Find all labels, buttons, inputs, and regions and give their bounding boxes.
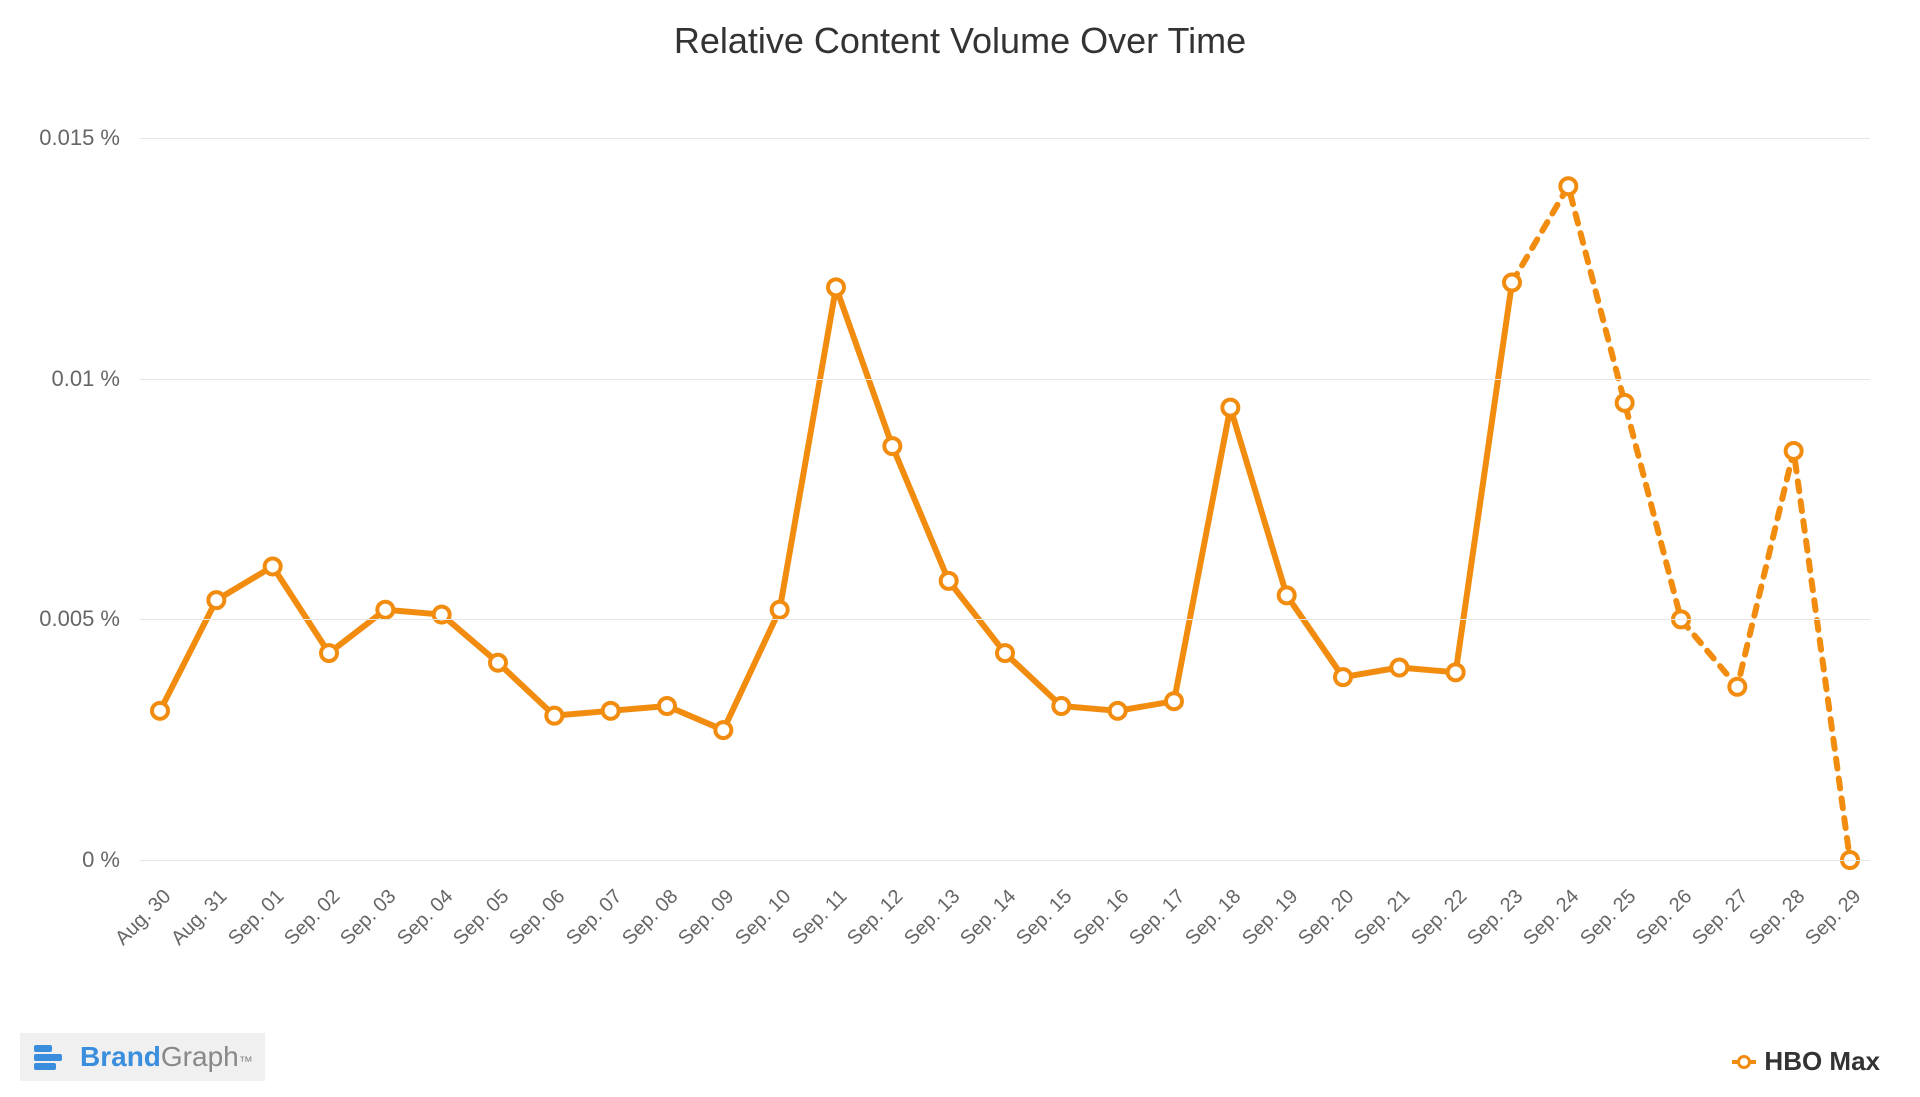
y-tick-label: 0 % (0, 847, 120, 873)
data-point-marker (1729, 679, 1745, 695)
data-point-marker (941, 573, 957, 589)
data-point-marker (490, 655, 506, 671)
brand-tm: ™ (239, 1053, 253, 1069)
legend-symbol (1732, 1055, 1756, 1069)
data-point-marker (265, 558, 281, 574)
brand-text-primary: Brand (80, 1041, 161, 1073)
data-point-marker (321, 645, 337, 661)
legend: HBO Max (1732, 1046, 1880, 1077)
series-line-solid (160, 283, 1512, 731)
data-point-marker (715, 722, 731, 738)
data-point-marker (152, 703, 168, 719)
data-point-marker (1786, 443, 1802, 459)
chart-container: Relative Content Volume Over Time 0 %0.0… (0, 0, 1920, 1097)
legend-label: HBO Max (1764, 1046, 1880, 1077)
data-point-marker (1617, 395, 1633, 411)
brand-icon (32, 1039, 68, 1075)
data-point-marker (1279, 587, 1295, 603)
data-point-marker (208, 592, 224, 608)
gridline (140, 379, 1870, 380)
data-point-marker (1391, 660, 1407, 676)
data-point-marker (1166, 693, 1182, 709)
data-point-marker (772, 602, 788, 618)
data-point-marker (377, 602, 393, 618)
data-point-marker (1110, 703, 1126, 719)
data-point-marker (1222, 400, 1238, 416)
data-point-marker (884, 438, 900, 454)
data-point-marker (1448, 664, 1464, 680)
gridline (140, 860, 1870, 861)
y-tick-label: 0.01 % (0, 366, 120, 392)
legend-marker-icon (1737, 1055, 1751, 1069)
y-tick-label: 0.005 % (0, 606, 120, 632)
data-point-marker (828, 279, 844, 295)
data-point-marker (546, 708, 562, 724)
brand-text: BrandGraph™ (80, 1041, 253, 1073)
data-point-marker (1335, 669, 1351, 685)
brand-badge: BrandGraph™ (20, 1033, 265, 1081)
y-tick-label: 0.015 % (0, 125, 120, 151)
data-point-marker (1560, 178, 1576, 194)
data-point-marker (659, 698, 675, 714)
data-point-marker (603, 703, 619, 719)
gridline (140, 619, 1870, 620)
brand-text-secondary: Graph (161, 1041, 239, 1073)
series-line-dashed (1512, 186, 1850, 860)
data-point-marker (1053, 698, 1069, 714)
data-point-marker (997, 645, 1013, 661)
gridline (140, 138, 1870, 139)
data-point-marker (1504, 275, 1520, 291)
